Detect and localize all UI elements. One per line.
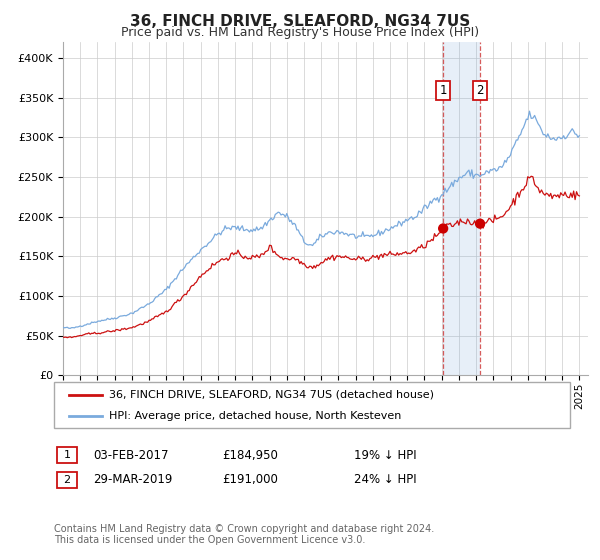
Text: 36, FINCH DRIVE, SLEAFORD, NG34 7US: 36, FINCH DRIVE, SLEAFORD, NG34 7US <box>130 14 470 29</box>
Bar <box>443 42 480 375</box>
Text: 19% ↓ HPI: 19% ↓ HPI <box>354 449 416 462</box>
Text: HPI: Average price, detached house, North Kesteven: HPI: Average price, detached house, Nort… <box>109 411 401 421</box>
Text: 2: 2 <box>476 84 484 97</box>
Point <box>439 224 448 233</box>
Text: £191,000: £191,000 <box>222 473 278 487</box>
Text: Contains HM Land Registry data © Crown copyright and database right 2024.
This d: Contains HM Land Registry data © Crown c… <box>54 524 434 545</box>
Text: 2: 2 <box>64 475 70 485</box>
Text: 29-MAR-2019: 29-MAR-2019 <box>93 473 172 487</box>
Text: 1: 1 <box>64 450 70 460</box>
Text: 03-FEB-2017: 03-FEB-2017 <box>93 449 169 462</box>
Point <box>475 219 485 228</box>
Text: 1: 1 <box>439 84 447 97</box>
Text: 36, FINCH DRIVE, SLEAFORD, NG34 7US (detached house): 36, FINCH DRIVE, SLEAFORD, NG34 7US (det… <box>109 390 434 400</box>
Text: £184,950: £184,950 <box>222 449 278 462</box>
Text: Price paid vs. HM Land Registry's House Price Index (HPI): Price paid vs. HM Land Registry's House … <box>121 26 479 39</box>
Text: 24% ↓ HPI: 24% ↓ HPI <box>354 473 416 487</box>
